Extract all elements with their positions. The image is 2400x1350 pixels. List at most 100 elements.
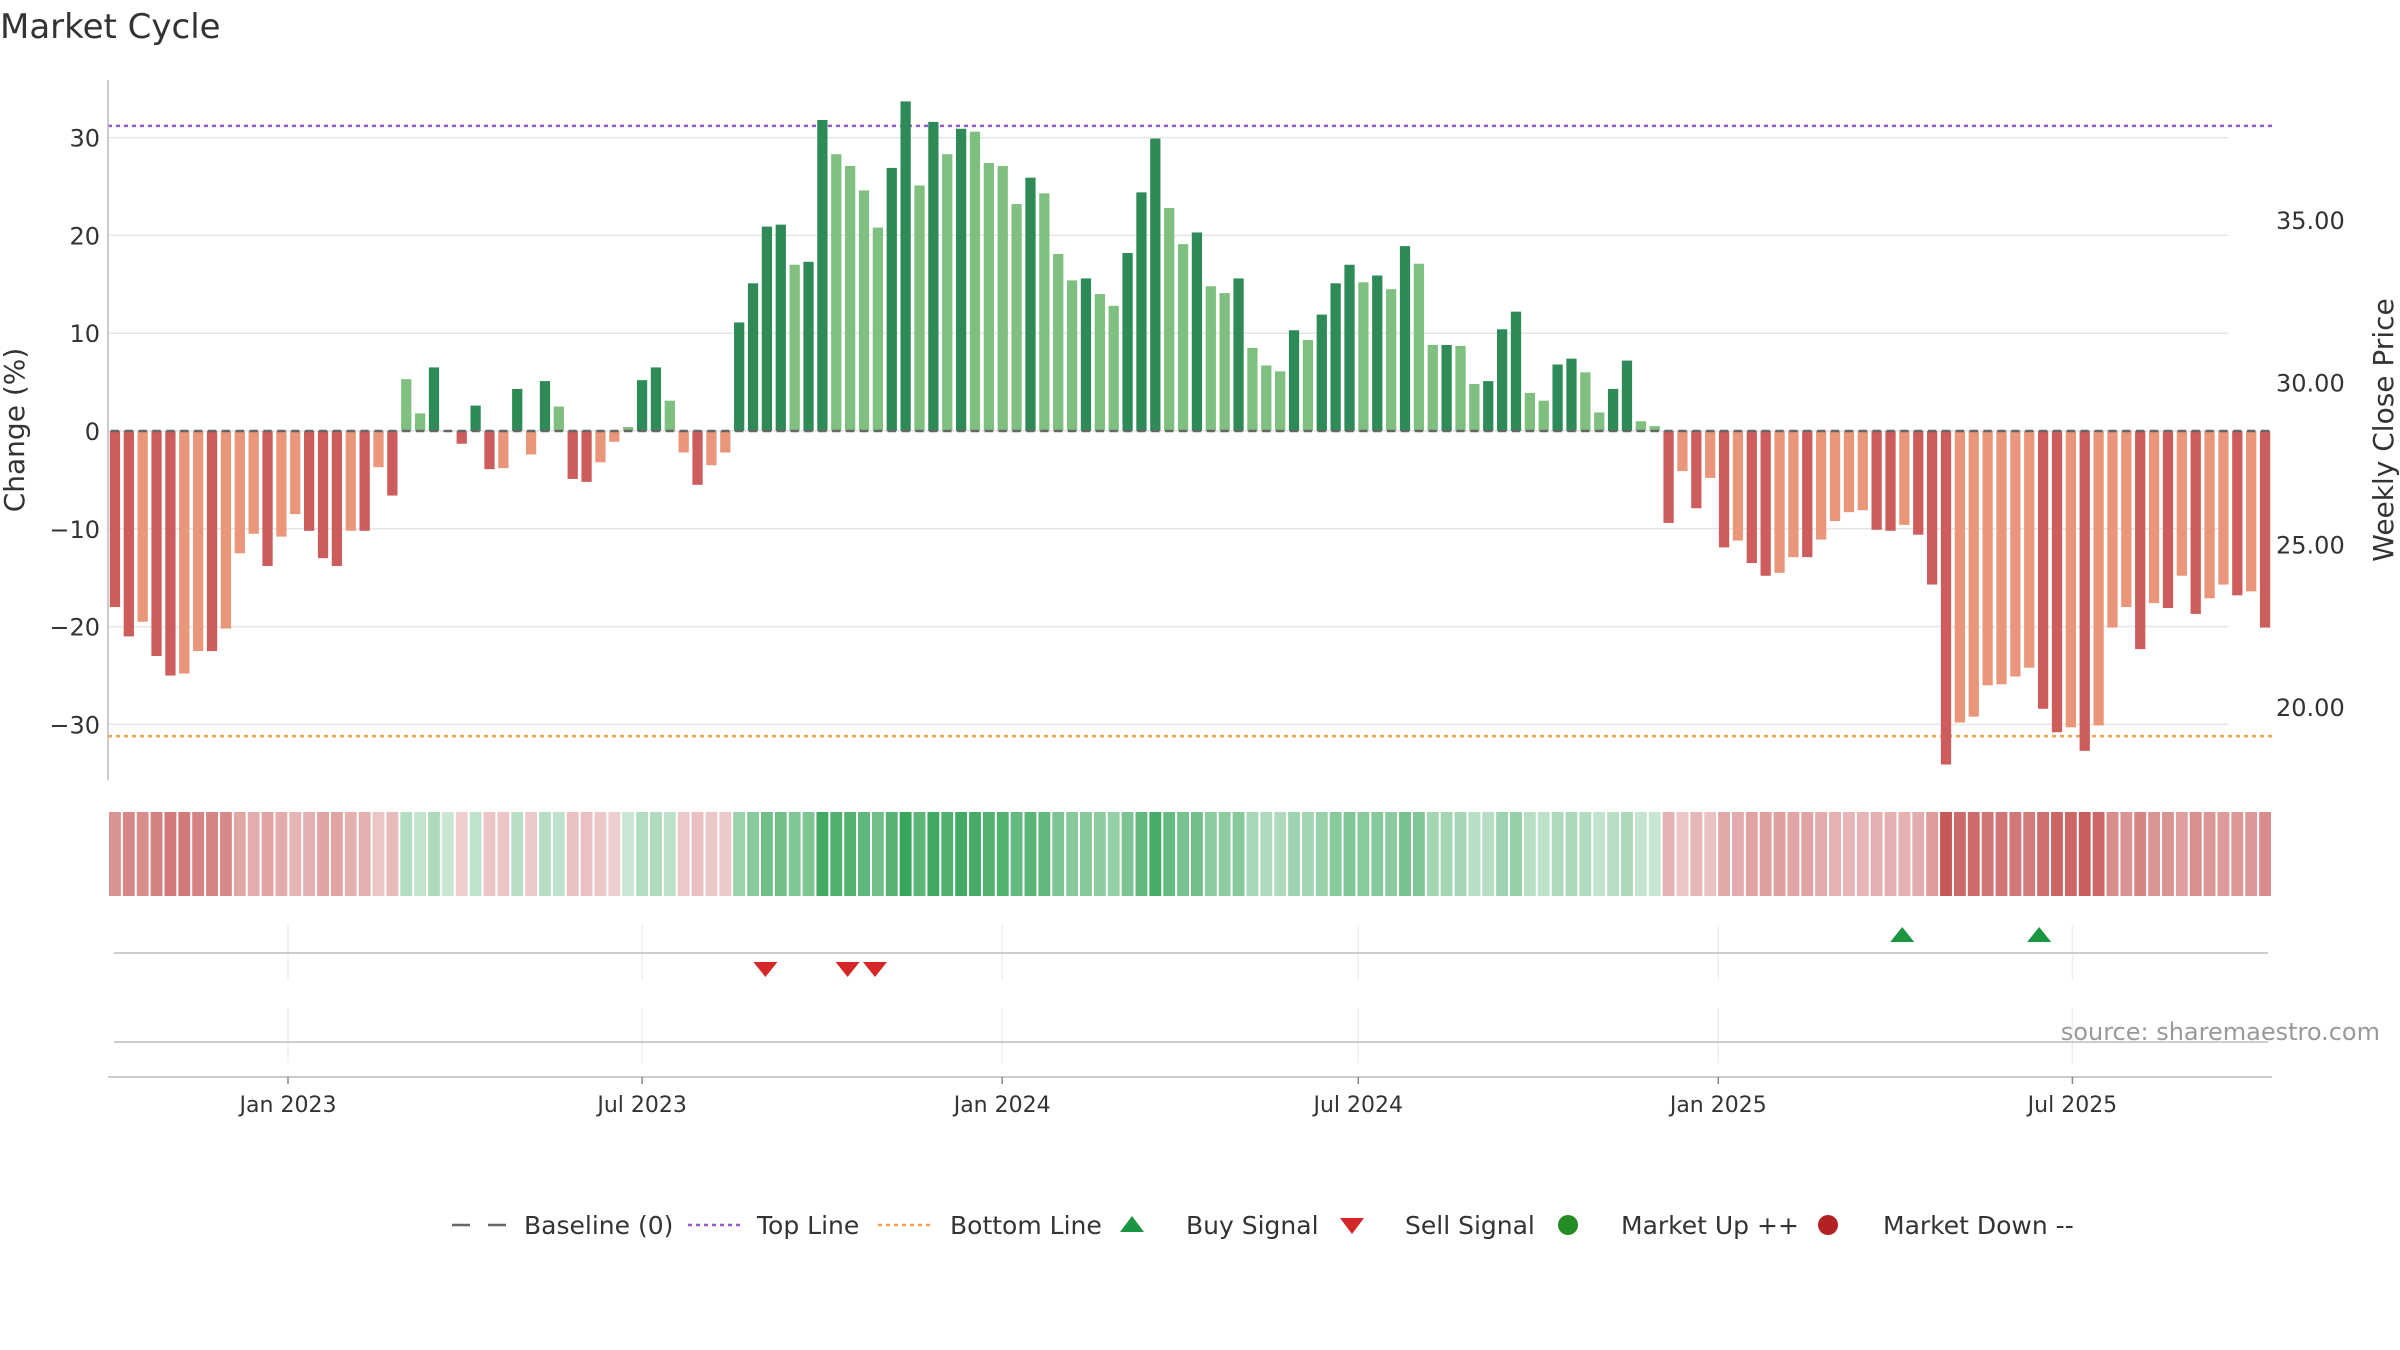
strip-cell (858, 812, 870, 896)
strip-cell (2120, 812, 2133, 896)
bar (1080, 278, 1092, 431)
strip-cell (539, 812, 551, 896)
strip-cell (663, 812, 676, 896)
y-axis: 30 20 10 0 −10 −20 −30 (49, 80, 109, 780)
bar (2218, 431, 2229, 585)
strip-cell (1177, 812, 1189, 896)
legend-label: Buy Signal (1186, 1211, 1319, 1240)
strip-cell (525, 812, 538, 896)
y-axis-label: Change (%) (0, 348, 31, 513)
legend-item-top: Top Line (688, 1211, 859, 1240)
bar (872, 227, 884, 431)
strip-cell (1995, 812, 2008, 896)
bar (2093, 431, 2104, 726)
bar (1691, 431, 1702, 509)
strip-cell (483, 812, 496, 896)
strip-cell (941, 812, 954, 896)
bar (2135, 431, 2146, 650)
legend-label: Market Down -- (1883, 1211, 2074, 1240)
strip-cell (1343, 812, 1356, 896)
bar (2176, 431, 2187, 576)
strip-cell (2203, 812, 2216, 896)
strip-cell (760, 812, 773, 896)
bar (1108, 305, 1119, 431)
x-tick-label: Jan 2024 (952, 1093, 1051, 1118)
bar (1039, 193, 1050, 431)
strip-cell (594, 812, 607, 896)
bar (137, 431, 148, 622)
strip-cell (1357, 812, 1370, 896)
strip-cell (2148, 812, 2161, 896)
bar (2037, 431, 2049, 709)
strip-cell (2134, 812, 2147, 896)
bar (1746, 431, 1757, 564)
bar (581, 431, 592, 482)
strip-cell (1135, 812, 1148, 896)
bar (553, 406, 564, 431)
legend-label: Market Up ++ (1621, 1211, 1799, 1240)
bar (1247, 347, 1258, 431)
strip-cell (2023, 812, 2036, 896)
bar (1386, 289, 1397, 431)
signals-panel (114, 925, 2268, 980)
x-tick-label: Jul 2023 (595, 1093, 687, 1118)
strip-cell (622, 812, 635, 896)
strip-cell (1149, 812, 1162, 896)
bar (2162, 431, 2174, 609)
chart-title: Market Cycle (0, 7, 221, 47)
bar (678, 431, 689, 453)
bar (1663, 431, 1674, 523)
strip-cell (1274, 812, 1287, 896)
strip-cell (982, 812, 995, 896)
strip-cell (747, 812, 759, 896)
bar (942, 154, 953, 431)
strip-cell (178, 812, 191, 896)
strip-cell (2064, 812, 2077, 896)
triangle-up-icon (1120, 1216, 1144, 1232)
strip-cell (1940, 812, 1952, 896)
bar (179, 431, 190, 674)
strip-cell (1953, 812, 1966, 896)
bar (1594, 412, 1605, 431)
strip-cell (871, 812, 884, 896)
strip-cell (289, 812, 302, 896)
bar (1053, 253, 1064, 431)
strip-cell (2051, 812, 2063, 896)
bar (1552, 364, 1563, 431)
strip-cell (2078, 812, 2091, 896)
bar (456, 431, 467, 444)
bar (220, 431, 232, 629)
strip-cell (1412, 812, 1425, 896)
bar (290, 431, 301, 515)
strip-cell (1593, 812, 1606, 896)
x-axis: Jan 2023 Jul 2023 Jan 2024 Jul 2024 Jan 2025… (108, 1076, 2272, 1118)
strip-cell (1829, 812, 1841, 896)
y2-axis: 35.00 30.00 25.00 20.00 (2276, 207, 2345, 722)
strip-cell (1010, 812, 1023, 896)
bar (720, 431, 731, 453)
bar (1372, 275, 1383, 431)
bar (1094, 294, 1105, 431)
y-tick-label: 20 (69, 222, 100, 250)
strip-cell (969, 812, 981, 896)
strip-cell (1038, 812, 1051, 896)
strip-cell (802, 812, 815, 896)
bar (1899, 431, 1910, 525)
bar (1580, 372, 1591, 431)
strip-cell (372, 812, 385, 896)
bar (1927, 431, 1938, 585)
bar (2204, 431, 2215, 599)
bar (1413, 263, 1425, 431)
bar (123, 431, 134, 637)
bar (1802, 431, 1813, 558)
strip-cell (1385, 812, 1398, 896)
bar (789, 264, 800, 431)
strip-cell (2217, 812, 2230, 896)
strip-cell (1718, 812, 1730, 896)
triangle-down-icon (1340, 1218, 1364, 1234)
strip-cell (1204, 812, 1217, 896)
strip-cell (497, 812, 510, 896)
strip-cell (1510, 812, 1522, 896)
strip-cell (1191, 812, 1203, 896)
strip-cell (705, 812, 718, 896)
